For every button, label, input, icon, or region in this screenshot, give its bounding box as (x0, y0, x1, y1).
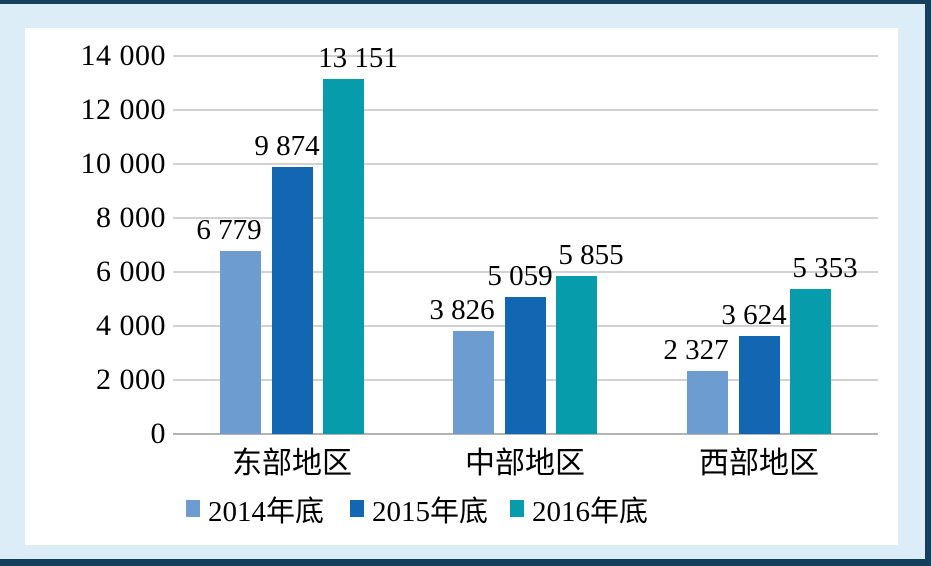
legend-swatch-icon (510, 500, 524, 517)
y-axis-tick-label: 6 000 (96, 255, 166, 288)
legend-swatch-icon (186, 500, 200, 517)
gridline (173, 163, 878, 165)
bar-2016年底-东部地区 (323, 79, 364, 434)
y-axis-tick-label: 12 000 (80, 93, 166, 126)
data-label: 5 059 (487, 260, 553, 292)
legend-item-2016: 2016年底 (510, 496, 648, 528)
x-axis-line (173, 433, 878, 435)
bar-2015年底-中部地区 (505, 297, 546, 434)
x-category-label: 西部地区 (699, 447, 819, 480)
data-label: 3 826 (429, 294, 495, 326)
bar-2016年底-中部地区 (556, 276, 597, 434)
data-label: 5 855 (558, 239, 624, 271)
data-label: 6 779 (196, 214, 262, 246)
x-category-label: 东部地区 (232, 447, 352, 480)
y-axis-tick-label: 2 000 (96, 363, 166, 396)
data-label: 5 353 (792, 252, 858, 284)
bar-2015年底-西部地区 (739, 336, 780, 434)
data-label: 13 151 (318, 42, 398, 74)
bar-2014年底-东部地区 (220, 251, 261, 434)
y-axis-tick-label: 0 (150, 417, 166, 450)
gridline (173, 271, 878, 273)
y-axis-tick-label: 10 000 (80, 147, 166, 180)
gridline (173, 109, 878, 111)
data-label: 3 624 (721, 299, 787, 331)
bar-2015年底-东部地区 (272, 167, 313, 434)
y-axis-tick-label: 14 000 (80, 39, 166, 72)
data-label: 2 327 (663, 334, 729, 366)
bar-2014年底-中部地区 (453, 331, 494, 434)
legend-label: 2015年底 (372, 496, 489, 528)
bar-2014年底-西部地区 (687, 371, 728, 434)
data-label: 9 874 (254, 130, 320, 162)
gridline (173, 217, 878, 219)
x-category-label: 中部地区 (465, 447, 585, 480)
legend-label: 2014年底 (208, 496, 325, 528)
y-axis-tick-label: 8 000 (96, 201, 166, 234)
legend-label: 2016年底 (532, 496, 649, 528)
legend-item-2014: 2014年底 (186, 496, 324, 528)
legend-item-2015: 2015年底 (350, 496, 488, 528)
legend: 2014年底 2015年底 2016年底 (0, 496, 931, 536)
bar-2016年底-西部地区 (790, 289, 831, 434)
gridline (173, 55, 878, 57)
legend-swatch-icon (350, 500, 364, 517)
y-axis-tick-label: 4 000 (96, 309, 166, 342)
plot-panel (25, 28, 898, 545)
